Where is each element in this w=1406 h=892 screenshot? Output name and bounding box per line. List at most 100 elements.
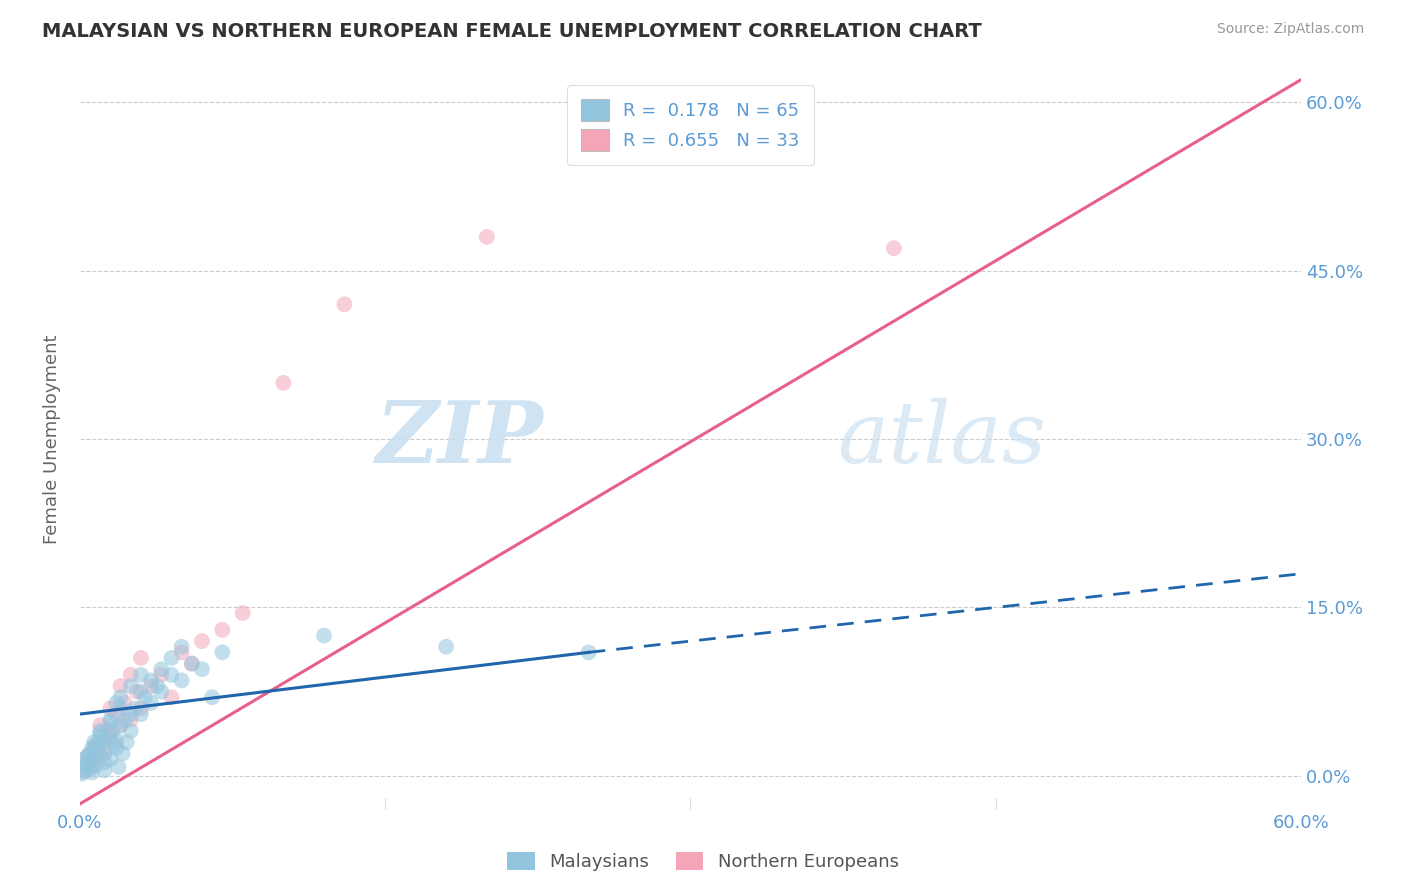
Point xyxy=(129,707,152,722)
Point xyxy=(211,623,233,637)
Point xyxy=(77,748,100,763)
Point xyxy=(110,679,132,693)
Point xyxy=(80,765,103,780)
Point xyxy=(93,764,115,778)
Point xyxy=(105,740,128,755)
Point xyxy=(89,735,111,749)
Text: Source: ZipAtlas.com: Source: ZipAtlas.com xyxy=(1216,22,1364,37)
Point xyxy=(170,640,193,654)
Point xyxy=(84,738,107,752)
Y-axis label: Female Unemployment: Female Unemployment xyxy=(44,334,60,544)
Point xyxy=(80,740,103,755)
Point xyxy=(129,668,152,682)
Point xyxy=(883,241,905,255)
Point xyxy=(97,723,120,738)
Point xyxy=(129,684,152,698)
Point xyxy=(115,735,138,749)
Point xyxy=(312,628,335,642)
Point xyxy=(120,713,142,727)
Point xyxy=(79,747,101,761)
Point xyxy=(180,657,202,671)
Legend: Malaysians, Northern Europeans: Malaysians, Northern Europeans xyxy=(501,845,905,879)
Point xyxy=(100,730,122,744)
Point xyxy=(150,668,173,682)
Point xyxy=(150,684,173,698)
Point xyxy=(150,662,173,676)
Point xyxy=(110,718,132,732)
Point xyxy=(160,651,183,665)
Point xyxy=(91,735,114,749)
Point xyxy=(333,297,356,311)
Legend: R =  0.178   N = 65, R =  0.655   N = 33: R = 0.178 N = 65, R = 0.655 N = 33 xyxy=(567,85,814,165)
Point xyxy=(84,757,107,772)
Point xyxy=(191,662,214,676)
Point xyxy=(103,738,125,752)
Point xyxy=(475,230,498,244)
Point xyxy=(100,752,122,766)
Point xyxy=(77,748,100,763)
Point xyxy=(139,673,162,688)
Point xyxy=(84,752,107,766)
Point xyxy=(77,756,100,770)
Point xyxy=(170,645,193,659)
Point xyxy=(75,760,97,774)
Point xyxy=(120,723,142,738)
Point xyxy=(114,713,136,727)
Point xyxy=(120,668,142,682)
Point xyxy=(89,748,111,763)
Point xyxy=(100,701,122,715)
Point xyxy=(105,696,128,710)
Point xyxy=(93,747,115,761)
Point xyxy=(160,690,183,705)
Point xyxy=(89,718,111,732)
Text: ZIP: ZIP xyxy=(375,397,544,481)
Point xyxy=(160,668,183,682)
Point xyxy=(110,718,132,732)
Point xyxy=(107,760,129,774)
Point xyxy=(75,764,97,778)
Point xyxy=(83,740,105,755)
Point xyxy=(146,679,169,693)
Point xyxy=(97,730,120,744)
Point xyxy=(89,730,111,744)
Point xyxy=(434,640,457,654)
Point xyxy=(73,752,96,766)
Point xyxy=(83,747,105,761)
Point xyxy=(273,376,295,390)
Point xyxy=(105,707,128,722)
Point xyxy=(578,645,600,659)
Text: MALAYSIAN VS NORTHERN EUROPEAN FEMALE UNEMPLOYMENT CORRELATION CHART: MALAYSIAN VS NORTHERN EUROPEAN FEMALE UN… xyxy=(42,22,981,41)
Point xyxy=(87,740,110,755)
Point xyxy=(120,707,142,722)
Point xyxy=(114,696,136,710)
Point xyxy=(191,634,214,648)
Point xyxy=(105,733,128,747)
Point xyxy=(75,757,97,772)
Text: atlas: atlas xyxy=(837,398,1046,481)
Point xyxy=(80,752,103,766)
Point xyxy=(232,606,254,620)
Point xyxy=(110,701,132,715)
Point xyxy=(93,756,115,770)
Point xyxy=(120,679,142,693)
Point xyxy=(111,747,134,761)
Point xyxy=(180,657,202,671)
Point xyxy=(70,766,93,780)
Point xyxy=(134,690,156,705)
Point xyxy=(89,723,111,738)
Point xyxy=(129,701,152,715)
Point xyxy=(101,723,124,738)
Point xyxy=(80,760,103,774)
Point xyxy=(79,762,101,776)
Point xyxy=(129,651,152,665)
Point xyxy=(110,690,132,705)
Point xyxy=(201,690,224,705)
Point xyxy=(83,735,105,749)
Point xyxy=(73,764,96,779)
Point xyxy=(100,713,122,727)
Point xyxy=(139,679,162,693)
Point xyxy=(96,744,118,758)
Point xyxy=(125,684,148,698)
Point xyxy=(139,696,162,710)
Point xyxy=(89,726,111,740)
